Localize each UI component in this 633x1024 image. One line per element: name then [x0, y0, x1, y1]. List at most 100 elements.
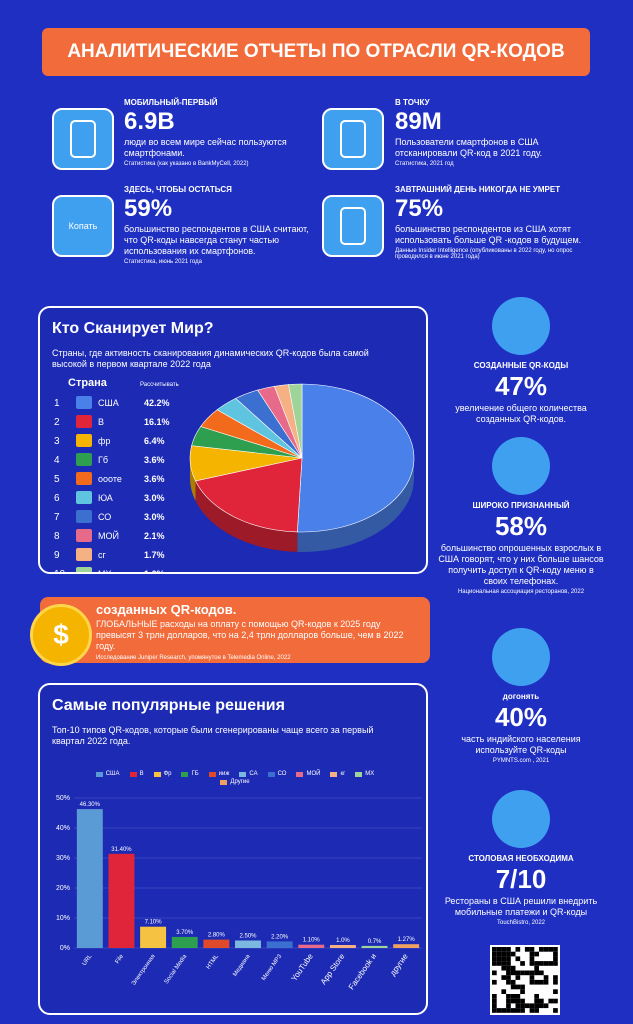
stat-text: большинство респондентов из США хотят ис… [395, 224, 582, 245]
x-tick-label: App Store [319, 952, 347, 987]
legend-item: ииж [208, 771, 229, 777]
legend-item: США [95, 771, 120, 777]
qr-module [496, 951, 502, 957]
side-source: PYMNTS.com , 2021 [492, 758, 550, 764]
category: СО [98, 512, 111, 522]
stat-text: большинство респондентов в США считают, … [124, 224, 309, 256]
side-label: СТОЛОВАЯ НЕОБХОДИМА [468, 854, 574, 863]
qr-module [515, 994, 521, 999]
qr-module [548, 998, 554, 1004]
side-icon [492, 790, 550, 848]
pie-slice [297, 383, 415, 533]
side-source: TouchBistro, 2022 [496, 920, 546, 926]
qr-module [506, 947, 511, 952]
qr-module [496, 961, 502, 966]
rank: 4 [54, 455, 60, 466]
x-tick-label: URL [82, 953, 94, 967]
legend-swatch [76, 548, 92, 561]
qr-module [501, 951, 507, 957]
chart-title: Самые популярные решения [52, 697, 285, 714]
qr-module [506, 970, 511, 976]
qr-module [506, 965, 511, 971]
qr-module [501, 956, 507, 962]
side-icon [492, 297, 550, 355]
column-header: Рассчитывать [140, 382, 179, 388]
y-tick-label: 50% [56, 795, 70, 802]
qr-module [529, 979, 535, 985]
qr-module [492, 956, 497, 962]
qr-module [506, 979, 511, 985]
qr-module [553, 1008, 558, 1013]
qr-module [529, 970, 535, 976]
chart-card: Самые популярные решения Топ-10 типов QR-… [38, 683, 428, 1015]
qr-module [506, 998, 511, 1004]
value-label: 31.40% [111, 847, 132, 853]
bar [361, 945, 388, 948]
category: МОЙ [98, 530, 119, 541]
qr-module [534, 1008, 539, 1013]
bar [266, 941, 293, 948]
bar [235, 940, 261, 948]
x-tick-label: File [115, 953, 126, 965]
bar [329, 945, 356, 948]
legend-swatch [153, 771, 161, 777]
value-label: 16.1% [144, 417, 170, 427]
side-value: 58% [494, 511, 548, 541]
x-tick-label: YouTube [290, 952, 316, 983]
rank: 8 [54, 531, 60, 542]
x-tick-label: Social Media [164, 953, 189, 985]
y-tick-label: 40% [56, 825, 70, 832]
qr-module [553, 975, 558, 980]
stat-source: Данные Insider Intelligence (опубликован… [395, 248, 573, 260]
category: В [98, 417, 104, 427]
phone-glyph [70, 120, 96, 158]
value-label: 3.70% [176, 930, 194, 936]
y-tick-label: 30% [56, 855, 70, 862]
side-icon [492, 437, 550, 495]
value-label: 6.4% [144, 436, 165, 446]
bar [393, 944, 420, 948]
stat-value: 75% [395, 195, 444, 222]
legend-swatch [129, 771, 137, 777]
qr-module [510, 984, 516, 990]
side-value: 40% [494, 702, 548, 732]
value-label: 3.0% [144, 512, 165, 522]
qr-module [506, 951, 511, 957]
legend-swatch [76, 396, 92, 409]
legend-item: МХ [355, 771, 374, 777]
qr-module [510, 994, 516, 999]
side-label: СОЗДАННЫЕ QR-КОДЫ [473, 361, 569, 370]
legend-swatch [330, 771, 338, 777]
qr-module [492, 979, 497, 985]
chart-subtitle: Топ-10 типов QR-кодов, которые были сген… [52, 725, 374, 746]
stat-icon [322, 108, 384, 170]
legend-swatch [239, 771, 247, 777]
qr-module [510, 1008, 516, 1013]
qr-module [501, 947, 507, 952]
qr-module [501, 1008, 507, 1013]
banner-text: ГЛОБАЛЬНЫЕ расходы на оплату с помощью Q… [96, 619, 404, 651]
side-text: часть индийского населения используйте Q… [461, 734, 581, 755]
stat-source: Статистика (как указано в BankMyCell, 20… [124, 161, 249, 167]
side-text: большинство опрошенных взрослых в США го… [438, 543, 604, 586]
qr-module [520, 989, 525, 994]
qr-module [553, 961, 558, 966]
side-block: СОЗДАННЫЕ QR-КОДЫ 47% увеличение общего ко… [436, 361, 606, 425]
qr-module [510, 970, 516, 976]
qr-module [506, 956, 511, 962]
qr-module [496, 1008, 502, 1013]
bar [171, 936, 198, 948]
legend-swatch [267, 771, 275, 777]
rank: 6 [54, 493, 60, 504]
qr-module [515, 956, 521, 962]
qr-module [534, 965, 539, 971]
chart-subtitle: Страны, где активность сканирования дина… [52, 348, 369, 369]
qr-module [534, 970, 539, 976]
side-source: Национальная ассоциация ресторанов, 2022 [457, 589, 585, 595]
legend-swatch [220, 779, 228, 785]
category: МХ [98, 569, 112, 572]
side-block: догонять 40% часть индийского населения ис… [436, 692, 606, 764]
legend-swatch [76, 415, 92, 428]
legend-item: кг [330, 771, 345, 777]
value-label: 0.7% [368, 939, 382, 945]
